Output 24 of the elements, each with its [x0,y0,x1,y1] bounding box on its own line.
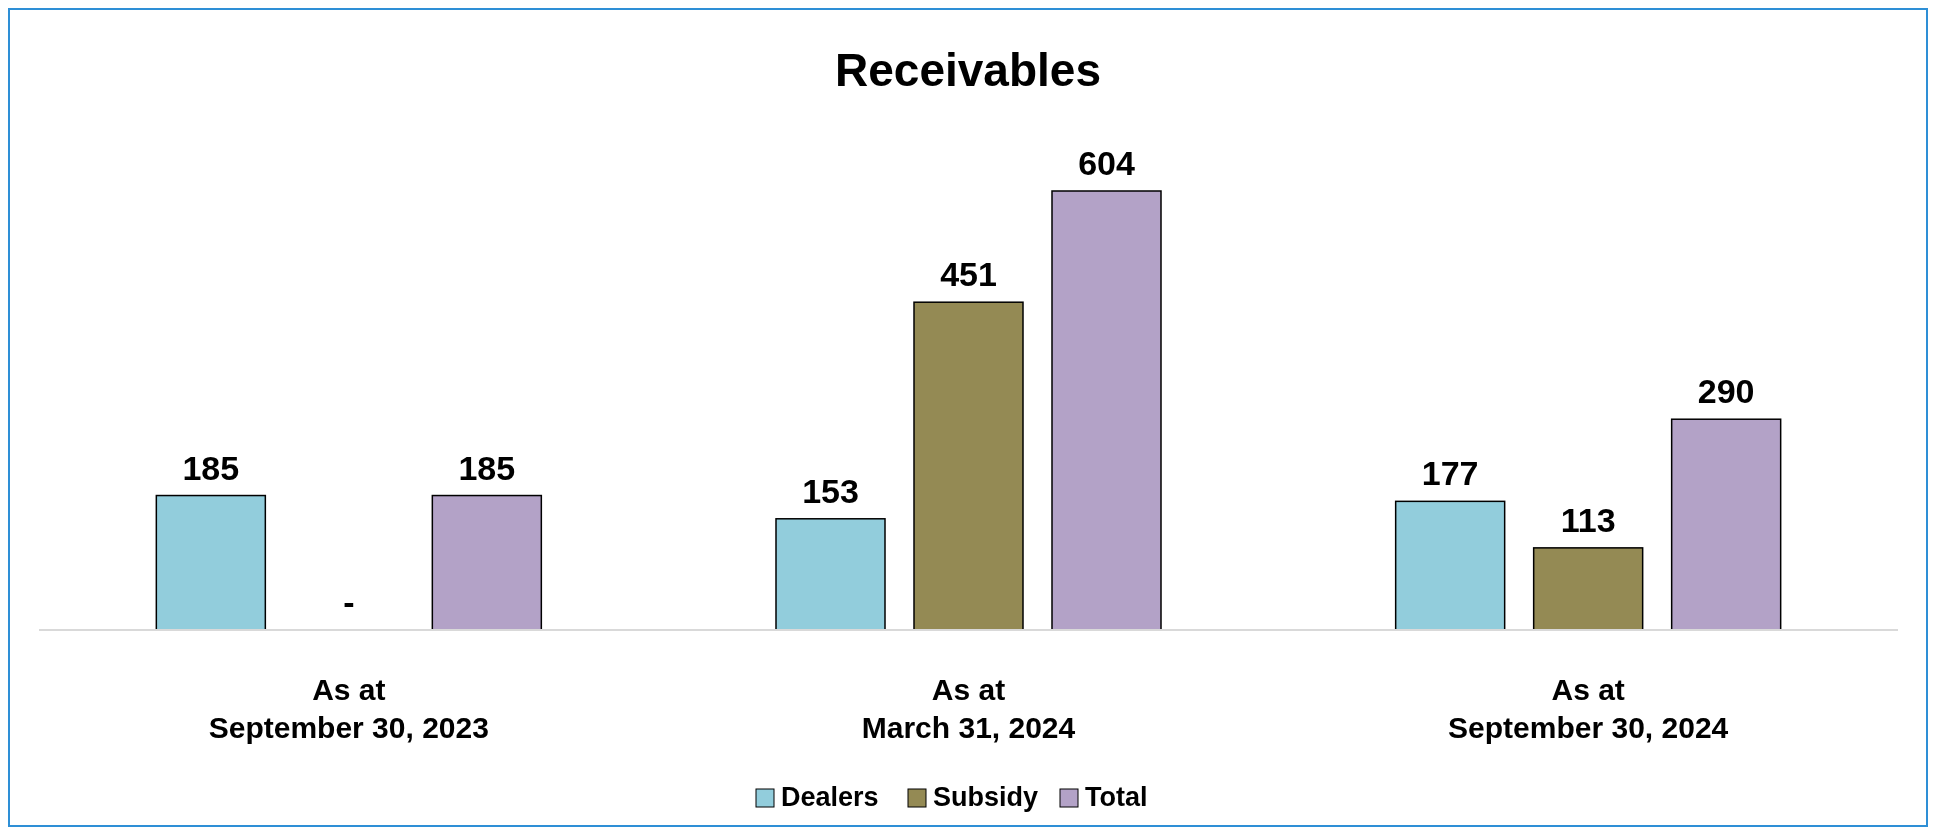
bar [913,301,1024,631]
bar [155,494,267,631]
bar [431,494,543,631]
legend-label: Subsidy [933,782,1039,812]
data-label: 177 [1421,454,1479,493]
bar [1532,547,1644,631]
x-tick-label: As at March 31, 2024 [861,673,1076,744]
legend-label: Total [1085,782,1148,812]
data-label: 290 [1697,372,1755,411]
data-label: 153 [802,471,859,510]
bar [1670,418,1782,631]
data-label: 113 [1560,500,1616,539]
data-label: 604 [1078,144,1135,182]
chart-title: Receivables [835,44,1101,96]
data-label: 451 [940,255,997,294]
bar [1394,500,1506,631]
legend-label: Dealers [781,782,879,812]
x-tick-label: As at September 30, 2024 [1448,673,1729,744]
bar [775,518,886,631]
bar [1051,190,1162,631]
data-label: 185 [458,448,516,487]
data-label: 185 [182,448,240,487]
x-tick-label: As at September 30, 2023 [208,673,489,744]
data-label: - [343,583,355,621]
